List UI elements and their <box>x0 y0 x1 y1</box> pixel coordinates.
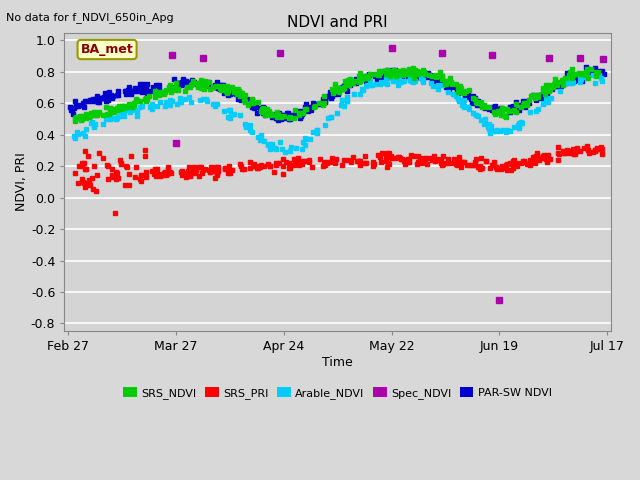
Y-axis label: NDVI, PRI: NDVI, PRI <box>15 153 28 211</box>
Text: BA_met: BA_met <box>81 43 134 56</box>
Legend: SRS_NDVI, SRS_PRI, Arable_NDVI, Spec_NDVI, PAR-SW NDVI: SRS_NDVI, SRS_PRI, Arable_NDVI, Spec_NDV… <box>119 383 556 403</box>
X-axis label: Time: Time <box>323 356 353 369</box>
Text: No data for f_NDVI_650in_Apg: No data for f_NDVI_650in_Apg <box>6 12 174 23</box>
Title: NDVI and PRI: NDVI and PRI <box>287 15 388 30</box>
